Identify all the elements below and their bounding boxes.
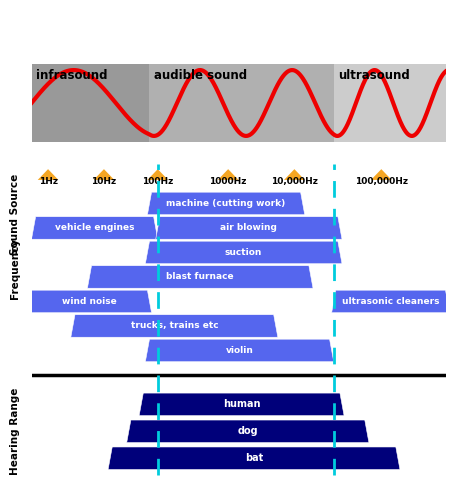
Bar — [32, 64, 149, 142]
Polygon shape — [71, 314, 278, 337]
Polygon shape — [32, 216, 158, 239]
Text: blast furnace: blast furnace — [166, 272, 234, 281]
Text: 1000Hz: 1000Hz — [209, 178, 247, 186]
Polygon shape — [145, 339, 334, 361]
Text: ultrasound: ultrasound — [338, 68, 410, 82]
Text: violin: violin — [225, 346, 253, 355]
Polygon shape — [87, 266, 313, 288]
Polygon shape — [94, 169, 114, 180]
Polygon shape — [284, 169, 305, 180]
Text: suction: suction — [225, 248, 262, 257]
Polygon shape — [218, 169, 238, 180]
Text: 1Hz: 1Hz — [39, 178, 58, 186]
Polygon shape — [139, 393, 344, 415]
Polygon shape — [148, 169, 168, 180]
Text: air blowing: air blowing — [220, 224, 277, 232]
Polygon shape — [27, 290, 152, 312]
Text: 10Hz: 10Hz — [91, 178, 117, 186]
Bar — [334, 64, 446, 142]
Text: infrasound: infrasound — [36, 68, 107, 82]
Bar — [149, 64, 334, 142]
Polygon shape — [127, 420, 369, 442]
Text: 100,000Hz: 100,000Hz — [355, 178, 408, 186]
Text: Frequency: Frequency — [10, 238, 20, 299]
Polygon shape — [108, 447, 400, 469]
Polygon shape — [332, 290, 450, 312]
Text: wind noise: wind noise — [62, 297, 117, 306]
Polygon shape — [148, 192, 305, 214]
Polygon shape — [145, 241, 342, 264]
Text: trucks, trains etc: trucks, trains etc — [130, 322, 218, 330]
Polygon shape — [156, 216, 342, 239]
Text: ultrasonic cleaners: ultrasonic cleaners — [342, 297, 439, 306]
Text: audible sound: audible sound — [153, 68, 247, 82]
Text: 100Hz: 100Hz — [142, 178, 173, 186]
Polygon shape — [38, 169, 58, 180]
Text: bat: bat — [245, 453, 263, 463]
Text: vehicle engines: vehicle engines — [55, 224, 135, 232]
Text: dog: dog — [238, 426, 258, 436]
Polygon shape — [371, 169, 392, 180]
Text: Hearing Range: Hearing Range — [10, 388, 20, 475]
Text: Sound Source: Sound Source — [10, 174, 20, 254]
Text: 10,000Hz: 10,000Hz — [271, 178, 318, 186]
Text: machine (cutting work): machine (cutting work) — [166, 199, 286, 208]
Text: human: human — [223, 400, 261, 409]
